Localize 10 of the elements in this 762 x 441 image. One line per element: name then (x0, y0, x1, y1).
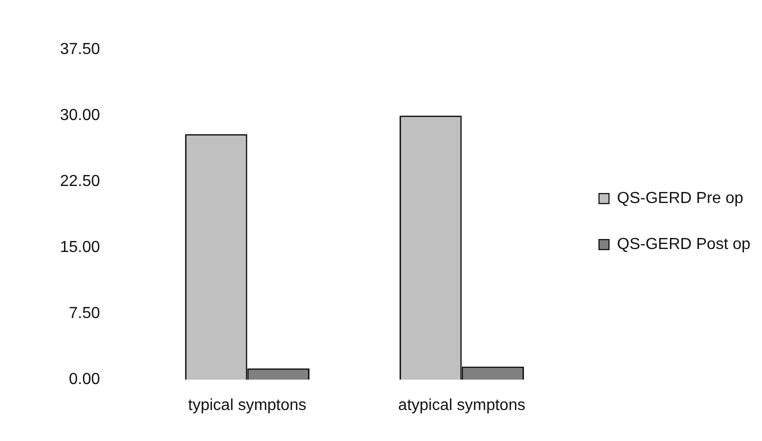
y-tick-label: 30.00 (60, 107, 100, 124)
legend-label: QS-GERD Pre op (617, 190, 744, 207)
y-tick-label: 37.50 (60, 41, 100, 58)
y-tick-label: 22.50 (60, 173, 100, 190)
y-tick-label: 7.50 (68, 305, 100, 322)
legend-label: QS-GERD Post op (617, 236, 750, 253)
y-tick-label: 15.00 (60, 239, 100, 256)
x-tick-label: atypical symptons (398, 396, 526, 414)
y-tick-label: 0.00 (68, 371, 100, 388)
x-tick-label: typical symptons (188, 396, 306, 414)
